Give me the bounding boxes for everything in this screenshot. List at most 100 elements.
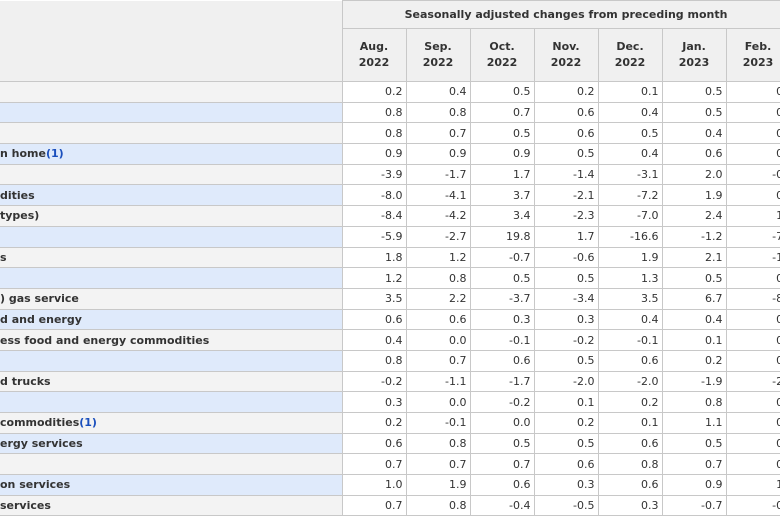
- label-text: dities: [0, 188, 35, 202]
- value-cell: 0.3: [533, 474, 599, 496]
- value-cell: 0.1: [597, 412, 663, 434]
- value-cell: 0.3: [469, 308, 535, 331]
- header-line: 2022: [422, 56, 454, 69]
- value-cell: -0.1: [469, 329, 535, 351]
- value-cell: -7.2: [597, 184, 663, 207]
- value-cell: -8.0: [341, 184, 407, 207]
- value-cell: 2.4: [661, 205, 727, 227]
- column-header: Jan. 2023: [661, 28, 727, 82]
- table-row: 1.20.80.50.51.30.50.: [0, 267, 780, 289]
- value-cell: 0.3: [341, 391, 407, 413]
- value-cell: -0.5: [533, 494, 599, 516]
- label-text: ergy services: [0, 437, 83, 451]
- table-row: 0.20.40.50.20.10.50.: [0, 81, 780, 103]
- value-cell: 3.7: [469, 184, 535, 207]
- value-cell: -0.1: [405, 412, 471, 434]
- column-header: Dec. 2022: [597, 28, 663, 82]
- header-line: 2022: [614, 56, 646, 69]
- value-cell: -8.4: [341, 205, 407, 227]
- value-cell: 0.4: [661, 122, 727, 145]
- value-cell: 1.8: [341, 246, 407, 269]
- value-cell: -2.3: [533, 205, 599, 227]
- row-label: [0, 267, 343, 289]
- value-cell: 0.5: [469, 81, 535, 103]
- value-cell: 0.8: [405, 432, 471, 455]
- column-header: Aug. 2022: [341, 28, 407, 82]
- value-cell: -0.7: [661, 494, 727, 516]
- value-cell: -4.2: [405, 205, 471, 227]
- value-cell: -7.0: [597, 205, 663, 227]
- value-cell: -3.4: [533, 287, 599, 310]
- value-cell: 0.9: [341, 143, 407, 165]
- value-cell: 0.2: [533, 81, 599, 103]
- label-text: n home: [0, 147, 46, 161]
- value-cell: 0.5: [533, 349, 599, 372]
- value-cell: 0.6: [341, 308, 407, 331]
- value-cell: 0.5: [661, 101, 727, 124]
- value-cell: -0.2: [341, 370, 407, 393]
- value-cell: 0.8: [405, 267, 471, 289]
- label-text: d and energy: [0, 312, 82, 326]
- table-row: types) -8.4-4.23.4-2.3-7.02.41.: [0, 205, 780, 227]
- value-cell: 0.7: [405, 122, 471, 145]
- column-header: Oct. 2022: [469, 28, 535, 82]
- value-cell: -0.6: [533, 246, 599, 269]
- row-label: ess food and energy commodities: [0, 329, 343, 351]
- row-label: on services: [0, 474, 343, 496]
- label-text: types): [0, 209, 40, 223]
- value-cell: 2.2: [405, 287, 471, 310]
- row-label: [0, 101, 343, 124]
- value-cell: -2.1: [533, 184, 599, 207]
- value-cell: -7.: [725, 225, 780, 248]
- header-line: Sep.: [424, 40, 452, 53]
- value-cell: 0.6: [597, 349, 663, 372]
- header-line: Feb.: [744, 40, 772, 53]
- value-cell: -0.2: [469, 391, 535, 413]
- value-cell: 0.: [725, 184, 780, 207]
- header-line: 2022: [486, 56, 518, 69]
- row-label: d trucks: [0, 370, 343, 393]
- value-cell: 0.: [725, 101, 780, 124]
- value-cell: 0.6: [405, 308, 471, 331]
- value-cell: 0.2: [533, 412, 599, 434]
- value-cell: 0.: [725, 349, 780, 372]
- value-cell: -1.2: [661, 225, 727, 248]
- column-header: Feb. 2023: [725, 28, 780, 82]
- label-text: d trucks: [0, 374, 51, 388]
- value-cell: 1.2: [405, 246, 471, 269]
- row-label: commodities(1): [0, 412, 343, 434]
- value-cell: 0.5: [469, 432, 535, 455]
- value-cell: 0.5: [661, 432, 727, 455]
- value-cell: -2.7: [405, 225, 471, 248]
- value-cell: 0.4: [405, 81, 471, 103]
- header-line: 2022: [358, 56, 390, 69]
- header-line: 2023: [742, 56, 774, 69]
- value-cell: 0.8: [405, 494, 471, 516]
- value-cell: 0.5: [533, 143, 599, 165]
- value-cell: 0.8: [341, 349, 407, 372]
- value-cell: 0.4: [597, 143, 663, 165]
- value-cell: 0.2: [341, 412, 407, 434]
- value-cell: 0.: [725, 329, 780, 351]
- label-text: ) gas service: [0, 292, 79, 306]
- value-cell: 0.8: [341, 122, 407, 145]
- value-cell: -1.7: [405, 163, 471, 186]
- value-cell: -3.1: [597, 163, 663, 186]
- row-label: [0, 81, 343, 103]
- value-cell: 0.8: [597, 453, 663, 476]
- column-header: Nov. 2022: [533, 28, 599, 82]
- value-cell: 0.2: [661, 349, 727, 372]
- value-cell: 1.9: [405, 474, 471, 496]
- table-row: -3.9-1.71.7-1.4-3.12.0-0.: [0, 163, 780, 186]
- row-label: [0, 453, 343, 476]
- value-cell: 0.7: [341, 494, 407, 516]
- value-cell: 0.0: [469, 412, 535, 434]
- label-text: commodities: [0, 416, 80, 430]
- value-cell: 0.1: [661, 329, 727, 351]
- value-cell: 3.5: [597, 287, 663, 310]
- header-line: Nov.: [552, 40, 580, 53]
- value-cell: 0.4: [341, 329, 407, 351]
- value-cell: -2.: [725, 370, 780, 393]
